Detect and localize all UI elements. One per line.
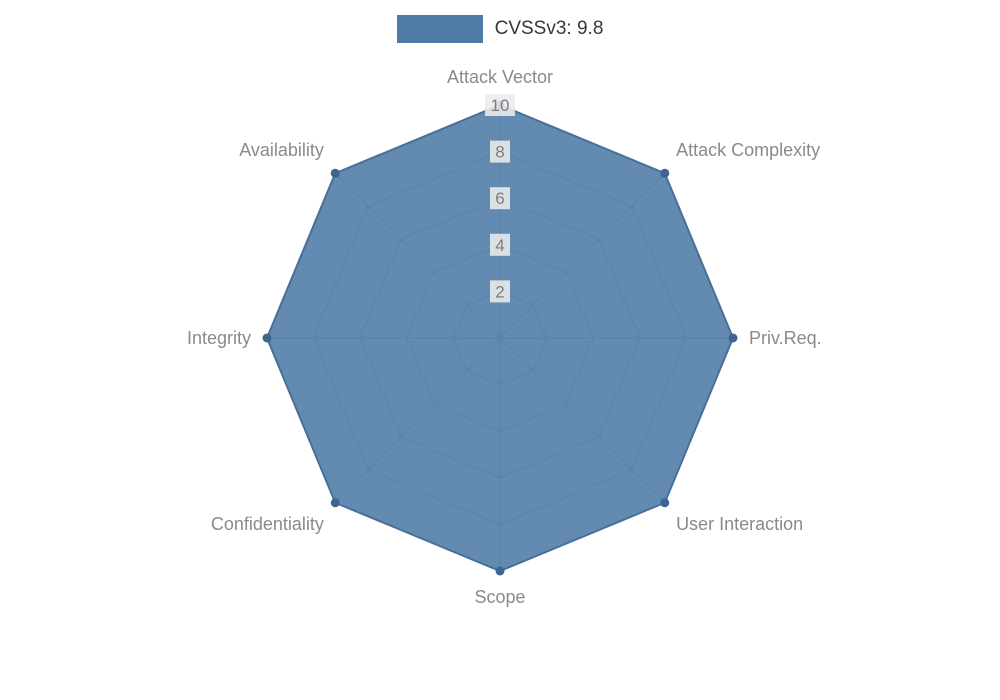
tick-label-4: 4 — [495, 236, 504, 255]
legend-item[interactable]: CVSSv3: 9.8 — [0, 15, 1000, 43]
axis-label-integrity: Integrity — [187, 328, 251, 348]
tick-backdrop-4 — [490, 233, 510, 256]
axis-label-priv-req-: Priv.Req. — [749, 328, 822, 348]
legend-swatch — [396, 15, 483, 43]
tick-backdrop-10 — [485, 94, 515, 116]
vertex-marker-1 — [660, 168, 670, 178]
vertex-marker-7 — [330, 168, 340, 178]
tick-label-2: 2 — [495, 282, 504, 301]
axis-label-confidentiality: Confidentiality — [211, 514, 324, 534]
axis-label-user-interaction: User Interaction — [676, 514, 803, 534]
axis-label-attack-complexity: Attack Complexity — [676, 140, 820, 160]
vertex-marker-3 — [660, 498, 670, 508]
tick-backdrop-6 — [490, 187, 510, 210]
tick-label-6: 6 — [495, 189, 504, 208]
tick-label-8: 8 — [495, 143, 504, 162]
tick-backdrop-8 — [490, 140, 510, 163]
axis-label-attack-vector: Attack Vector — [447, 67, 553, 87]
legend-label: CVSSv3: 9.8 — [494, 18, 604, 39]
vertex-marker-4 — [495, 566, 505, 576]
tick-backdrop-2 — [490, 280, 510, 303]
vertex-marker-6 — [262, 333, 272, 343]
vertex-marker-5 — [330, 498, 340, 508]
axis-label-availability: Availability — [239, 140, 324, 160]
axis-label-scope: Scope — [474, 587, 525, 607]
vertex-marker-2 — [728, 333, 738, 343]
tick-label-10: 10 — [491, 96, 510, 115]
